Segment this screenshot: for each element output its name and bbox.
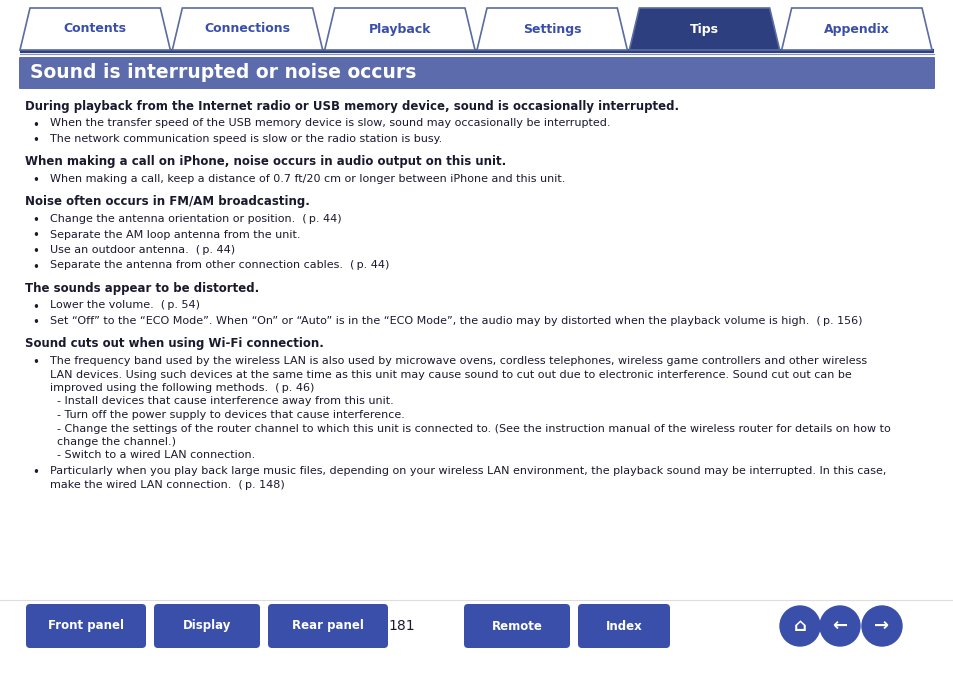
Text: Particularly when you play back large music files, depending on your wireless LA: Particularly when you play back large mu… xyxy=(50,466,885,476)
Text: When the transfer speed of the USB memory device is slow, sound may occasionally: When the transfer speed of the USB memor… xyxy=(50,118,610,129)
Text: •: • xyxy=(32,174,39,187)
Polygon shape xyxy=(172,8,322,50)
Text: •: • xyxy=(32,229,39,242)
Text: - Change the settings of the router channel to which this unit is connected to. : - Change the settings of the router chan… xyxy=(50,423,890,433)
Text: ←: ← xyxy=(832,617,846,635)
Text: •: • xyxy=(32,466,39,479)
Text: Use an outdoor antenna.  ( p. 44): Use an outdoor antenna. ( p. 44) xyxy=(50,245,234,255)
Polygon shape xyxy=(20,8,171,50)
Text: During playback from the Internet radio or USB memory device, sound is occasiona: During playback from the Internet radio … xyxy=(25,100,679,113)
Text: The sounds appear to be distorted.: The sounds appear to be distorted. xyxy=(25,282,259,295)
FancyBboxPatch shape xyxy=(26,604,146,648)
Text: Rear panel: Rear panel xyxy=(292,620,363,633)
Text: Sound cuts out when using Wi-Fi connection.: Sound cuts out when using Wi-Fi connecti… xyxy=(25,337,323,351)
FancyBboxPatch shape xyxy=(268,604,388,648)
Text: Appendix: Appendix xyxy=(823,22,889,36)
FancyBboxPatch shape xyxy=(153,604,260,648)
Text: Sound is interrupted or noise occurs: Sound is interrupted or noise occurs xyxy=(30,63,416,83)
Text: •: • xyxy=(32,301,39,314)
Text: Separate the antenna from other connection cables.  ( p. 44): Separate the antenna from other connecti… xyxy=(50,260,389,271)
Text: Remote: Remote xyxy=(491,620,542,633)
Text: •: • xyxy=(32,356,39,369)
Text: LAN devices. Using such devices at the same time as this unit may cause sound to: LAN devices. Using such devices at the s… xyxy=(50,369,851,380)
Text: When making a call on iPhone, noise occurs in audio output on this unit.: When making a call on iPhone, noise occu… xyxy=(25,155,506,168)
Text: Set “Off” to the “ECO Mode”. When “On” or “Auto” is in the “ECO Mode”, the audio: Set “Off” to the “ECO Mode”. When “On” o… xyxy=(50,316,862,326)
Text: Tips: Tips xyxy=(689,22,719,36)
Polygon shape xyxy=(629,8,779,50)
Text: •: • xyxy=(32,134,39,147)
Text: Contents: Contents xyxy=(64,22,127,36)
FancyBboxPatch shape xyxy=(463,604,569,648)
Text: Noise often occurs in FM/AM broadcasting.: Noise often occurs in FM/AM broadcasting… xyxy=(25,195,310,209)
Text: improved using the following methods.  ( p. 46): improved using the following methods. ( … xyxy=(50,383,314,393)
Text: •: • xyxy=(32,245,39,258)
Text: •: • xyxy=(32,260,39,273)
Polygon shape xyxy=(476,8,627,50)
Text: →: → xyxy=(874,617,888,635)
Text: •: • xyxy=(32,214,39,227)
Text: The network communication speed is slow or the radio station is busy.: The network communication speed is slow … xyxy=(50,134,442,144)
Text: Index: Index xyxy=(605,620,641,633)
Text: Lower the volume.  ( p. 54): Lower the volume. ( p. 54) xyxy=(50,301,200,310)
Text: - Install devices that cause interference away from this unit.: - Install devices that cause interferenc… xyxy=(50,396,394,406)
Text: Display: Display xyxy=(183,620,231,633)
Text: Settings: Settings xyxy=(522,22,580,36)
Text: Front panel: Front panel xyxy=(48,620,124,633)
Text: - Turn off the power supply to devices that cause interference.: - Turn off the power supply to devices t… xyxy=(50,410,404,420)
Polygon shape xyxy=(781,8,931,50)
Text: When making a call, keep a distance of 0.7 ft/20 cm or longer between iPhone and: When making a call, keep a distance of 0… xyxy=(50,174,565,184)
Text: Separate the AM loop antenna from the unit.: Separate the AM loop antenna from the un… xyxy=(50,229,300,240)
FancyBboxPatch shape xyxy=(578,604,669,648)
Text: change the channel.): change the channel.) xyxy=(50,437,175,447)
Circle shape xyxy=(780,606,820,646)
Circle shape xyxy=(862,606,901,646)
Text: make the wired LAN connection.  ( p. 148): make the wired LAN connection. ( p. 148) xyxy=(50,479,284,489)
Text: Playback: Playback xyxy=(368,22,431,36)
Text: •: • xyxy=(32,118,39,131)
FancyBboxPatch shape xyxy=(19,57,934,89)
Text: 181: 181 xyxy=(388,619,415,633)
Text: ⌂: ⌂ xyxy=(793,617,805,635)
Text: Change the antenna orientation or position.  ( p. 44): Change the antenna orientation or positi… xyxy=(50,214,341,224)
Text: •: • xyxy=(32,316,39,329)
Text: The frequency band used by the wireless LAN is also used by microwave ovens, cor: The frequency band used by the wireless … xyxy=(50,356,866,366)
Circle shape xyxy=(820,606,859,646)
Text: Connections: Connections xyxy=(204,22,291,36)
Polygon shape xyxy=(324,8,475,50)
Text: - Switch to a wired LAN connection.: - Switch to a wired LAN connection. xyxy=(50,450,255,460)
